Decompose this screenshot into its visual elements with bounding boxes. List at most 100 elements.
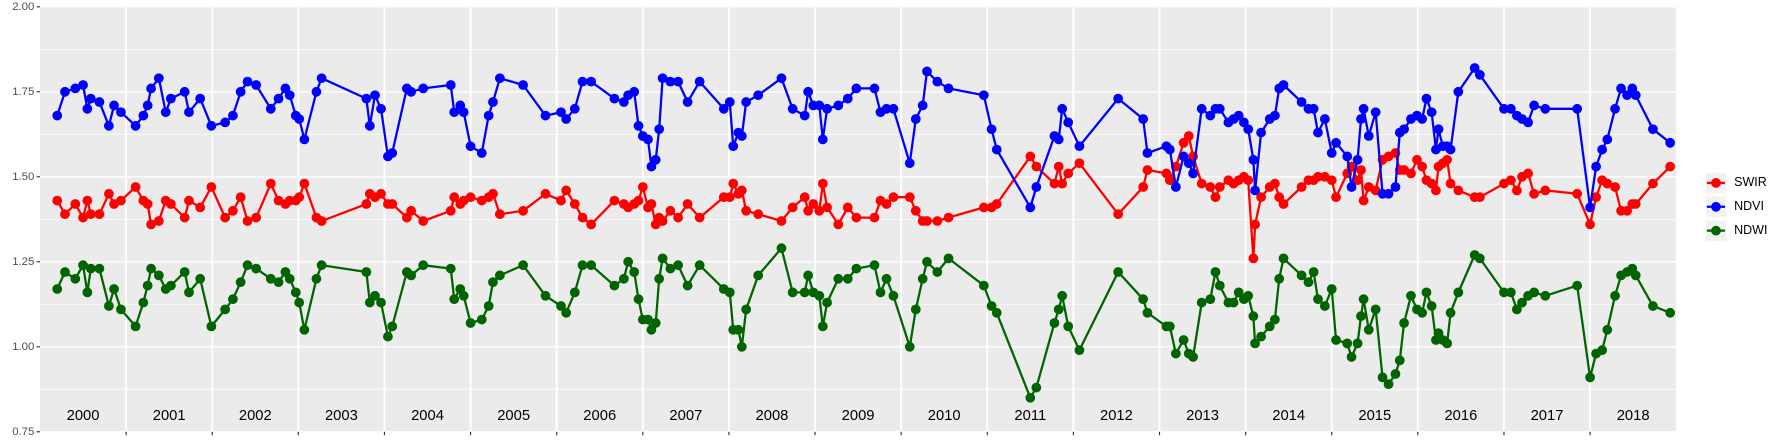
point <box>1572 103 1583 114</box>
point <box>1210 267 1221 277</box>
point <box>753 270 764 281</box>
point <box>910 114 921 124</box>
point <box>629 267 640 277</box>
point <box>1248 154 1259 165</box>
point <box>1278 80 1289 90</box>
point <box>1346 182 1357 192</box>
point <box>1370 304 1381 315</box>
point <box>1616 83 1626 94</box>
point <box>476 314 487 325</box>
point <box>146 83 156 94</box>
point <box>978 202 989 213</box>
point <box>116 195 126 206</box>
point <box>1342 338 1353 349</box>
point <box>682 97 693 107</box>
point <box>1250 185 1260 196</box>
point <box>494 270 505 281</box>
point <box>116 304 126 315</box>
point <box>1358 103 1369 114</box>
point <box>251 263 262 274</box>
point <box>1352 338 1363 349</box>
point <box>556 107 566 118</box>
year-label: 2018 <box>1617 408 1650 424</box>
legend-label: NDVI <box>1734 199 1764 213</box>
point <box>753 209 764 220</box>
point <box>251 212 262 223</box>
point <box>922 66 932 77</box>
point <box>130 120 141 131</box>
point <box>1214 280 1225 291</box>
point <box>1630 199 1641 209</box>
point <box>1342 151 1353 162</box>
point <box>728 178 739 189</box>
point <box>842 273 853 284</box>
point <box>694 212 705 223</box>
point <box>917 100 928 111</box>
point <box>556 301 566 311</box>
point <box>1243 175 1254 186</box>
point <box>1296 97 1307 107</box>
point <box>633 294 644 305</box>
point <box>465 141 476 152</box>
point <box>1025 392 1036 403</box>
point <box>494 73 505 84</box>
point <box>1031 182 1042 192</box>
point <box>1474 192 1485 203</box>
point <box>910 304 921 315</box>
point <box>361 93 372 104</box>
point <box>1074 141 1085 152</box>
point <box>1453 287 1464 298</box>
point <box>142 280 153 291</box>
point <box>1523 117 1533 128</box>
point <box>1250 219 1260 230</box>
point <box>881 103 892 114</box>
year-label: 2008 <box>756 408 789 424</box>
point <box>569 287 580 298</box>
point <box>586 260 597 271</box>
point <box>1183 158 1194 169</box>
point <box>1370 107 1381 118</box>
point <box>1540 290 1551 301</box>
point <box>724 97 735 107</box>
point <box>1363 131 1374 141</box>
point <box>569 103 580 114</box>
point <box>166 93 176 104</box>
point <box>1417 307 1428 318</box>
point <box>242 216 253 226</box>
point <box>787 202 798 213</box>
point <box>673 260 683 271</box>
year-label: 2001 <box>153 408 186 424</box>
point <box>1164 175 1175 186</box>
point <box>130 182 141 192</box>
point <box>657 216 668 226</box>
point <box>741 304 752 315</box>
point <box>633 195 644 206</box>
point <box>540 110 551 121</box>
point <box>60 267 70 277</box>
point <box>242 76 253 87</box>
point <box>294 192 305 203</box>
point <box>1622 205 1632 216</box>
point <box>643 134 653 145</box>
legend-label: SWIR <box>1734 175 1767 189</box>
point <box>85 93 96 104</box>
point <box>776 243 787 254</box>
point <box>465 318 476 328</box>
point <box>1585 219 1595 230</box>
point <box>665 76 676 87</box>
point <box>1602 134 1613 145</box>
point <box>52 195 63 206</box>
point <box>483 301 494 311</box>
point <box>60 209 70 220</box>
point <box>179 212 190 223</box>
point <box>932 267 943 277</box>
legend-point <box>1711 201 1721 212</box>
point <box>1210 192 1221 203</box>
point <box>1529 287 1539 298</box>
point <box>1529 100 1539 111</box>
point <box>1540 185 1551 196</box>
year-label: 2012 <box>1100 408 1133 424</box>
point <box>1511 185 1522 196</box>
legend-point <box>1711 178 1721 188</box>
